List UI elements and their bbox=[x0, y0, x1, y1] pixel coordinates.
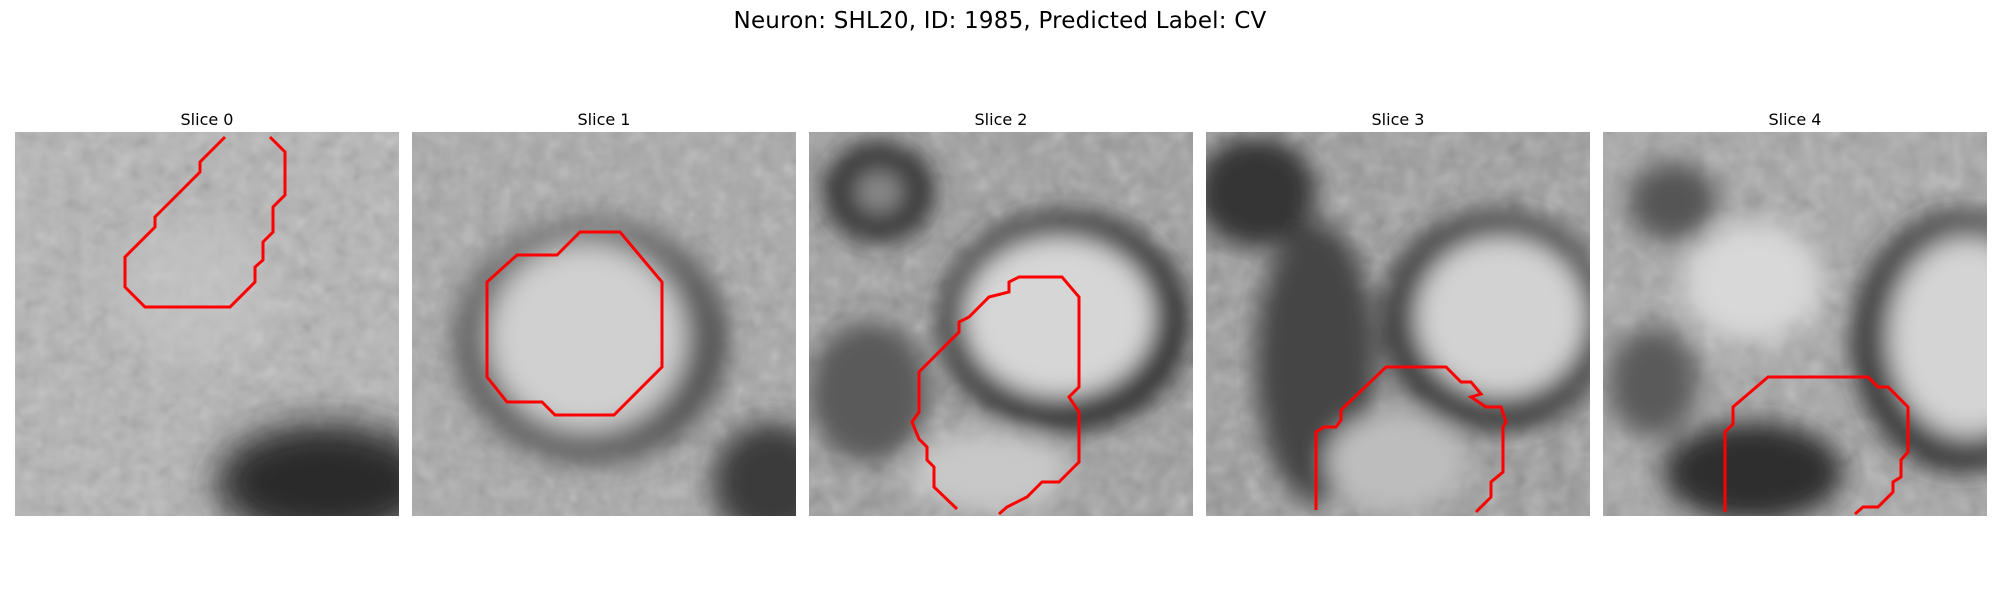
slice-2-title: Slice 2 bbox=[974, 110, 1028, 129]
slice-4-title: Slice 4 bbox=[1768, 110, 1822, 129]
slice-1-title: Slice 1 bbox=[577, 110, 631, 129]
slice-1-image bbox=[412, 132, 796, 516]
slice-2-contour bbox=[910, 275, 1081, 516]
slice-1-panel: Slice 1 bbox=[412, 108, 796, 516]
slice-0-image bbox=[15, 132, 399, 516]
slice-3-panel: Slice 3 bbox=[1206, 108, 1590, 516]
slice-3-contour bbox=[1314, 365, 1508, 514]
slice-2-image bbox=[809, 132, 1193, 516]
slice-1-contour bbox=[485, 230, 664, 417]
slice-4-image bbox=[1603, 132, 1987, 516]
slice-4-contour bbox=[1723, 375, 1910, 516]
slice-4-panel: Slice 4 bbox=[1603, 108, 1987, 516]
slice-0-title: Slice 0 bbox=[180, 110, 234, 129]
figure-title: Neuron: SHL20, ID: 1985, Predicted Label… bbox=[733, 8, 1267, 34]
slice-3-image bbox=[1206, 132, 1590, 516]
slice-0-contour bbox=[123, 135, 287, 309]
slice-2-panel: Slice 2 bbox=[809, 108, 1193, 516]
slice-0-panel: Slice 0 bbox=[15, 108, 399, 516]
slice-3-title: Slice 3 bbox=[1371, 110, 1425, 129]
